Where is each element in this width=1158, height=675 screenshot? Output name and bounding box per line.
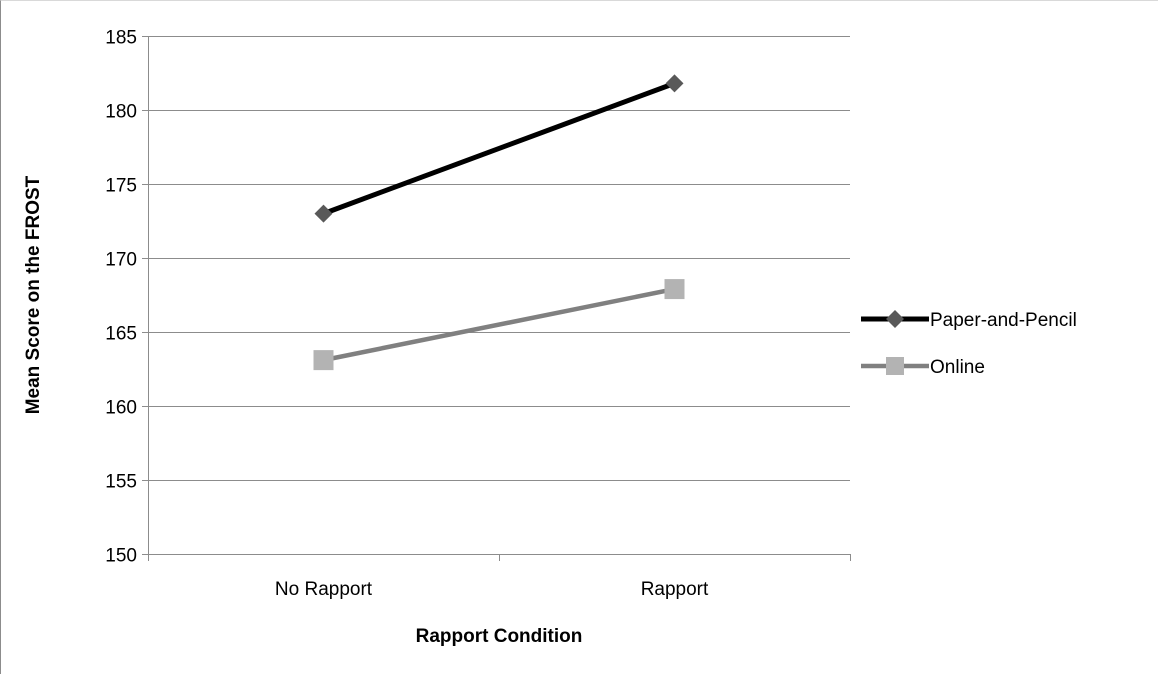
data-point [665, 74, 684, 93]
y-tick-labels: 150 155 160 165 170 175 180 185 [105, 28, 137, 567]
x-tick-label: No Rapport [275, 579, 373, 600]
y-tick-label: 185 [105, 28, 137, 49]
gridlines [148, 36, 850, 481]
y-tick-label: 170 [105, 250, 137, 271]
legend-entry: Paper-and-Pencil [861, 310, 1077, 331]
y-tick-label: 180 [105, 102, 137, 123]
series [313, 74, 685, 371]
x-tick-labels: No Rapport Rapport [275, 579, 709, 600]
legend-label: Online [930, 357, 985, 378]
y-tick-label: 150 [105, 546, 137, 567]
legend-marker [886, 357, 904, 375]
data-point [314, 204, 333, 223]
x-axis-title: Rapport Condition [416, 626, 583, 647]
legend-label: Paper-and-Pencil [930, 310, 1077, 331]
legend-entry: Online [861, 357, 985, 378]
series-line [323, 286, 675, 363]
x-tick-label: Rapport [641, 579, 709, 600]
legend-marker [886, 310, 904, 328]
data-point [664, 279, 685, 300]
series-paper-and-pencil [314, 74, 684, 223]
data-point [313, 350, 334, 371]
y-axis-title: Mean Score on the FROST [23, 175, 44, 414]
y-tick-label: 160 [105, 398, 137, 419]
y-tick-label: 175 [105, 176, 137, 197]
axes [142, 36, 851, 561]
series-online [313, 279, 685, 371]
series-line [322, 81, 676, 216]
y-tick-label: 155 [105, 472, 137, 493]
legend: Paper-and-Pencil Online [861, 310, 1077, 378]
y-tick-label: 165 [105, 324, 137, 345]
